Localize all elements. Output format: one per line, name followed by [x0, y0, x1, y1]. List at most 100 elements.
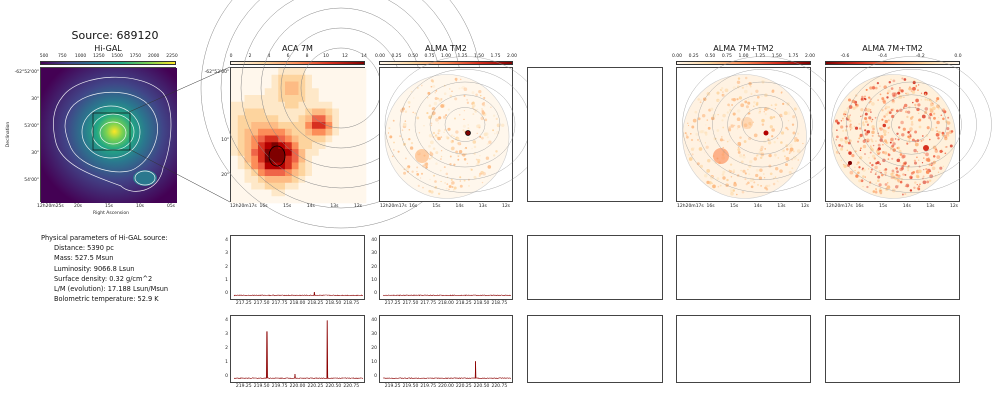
noise-speck: [918, 159, 920, 161]
noise-speck: [944, 152, 947, 155]
noise-speck: [726, 140, 729, 143]
aca-heatmap-cell: [278, 142, 286, 150]
noise-speck: [768, 132, 771, 135]
noise-speck: [777, 157, 780, 159]
aca-heatmap-cell: [264, 68, 272, 76]
noise-speck: [933, 112, 936, 115]
noise-speck: [769, 125, 773, 129]
colorbar-tick-label: 1.50: [473, 54, 485, 59]
noise-speck: [941, 131, 945, 135]
noise-speck: [429, 178, 431, 181]
aca-heatmap-cell: [278, 128, 286, 136]
tm2-map-panel: [379, 56, 546, 202]
noise-speck: [432, 131, 436, 135]
noise-speck: [434, 92, 436, 94]
noise-speck: [885, 141, 889, 145]
aca-heatmap-cell: [231, 169, 239, 177]
aca-heatmap-cell: [339, 162, 347, 170]
noise-speck: [853, 125, 856, 128]
noise-speck: [729, 170, 732, 173]
aca-heatmap-cell: [298, 162, 306, 170]
noise-speck: [464, 147, 466, 150]
colorbar-tick-label: 1.50: [771, 54, 782, 59]
noise-speck: [437, 122, 439, 124]
noise-speck: [736, 98, 739, 101]
noise-speck: [870, 171, 872, 173]
noise-speck: [496, 123, 501, 128]
noise-speck: [769, 172, 773, 176]
noise-speck: [904, 173, 907, 176]
aca-heatmap-cell: [264, 169, 272, 177]
noise-speck: [467, 137, 470, 140]
noise-speck: [459, 143, 462, 146]
spectrum-y-tick: 30: [371, 331, 377, 337]
noise-speck: [840, 125, 844, 129]
noise-speck: [774, 156, 777, 158]
aca-heatmap-cell: [285, 68, 293, 76]
noise-speck: [694, 110, 698, 114]
noise-speck: [481, 181, 484, 184]
aca-heatmap-cell: [237, 68, 245, 76]
spectrum-x-tick: 217.50: [253, 301, 270, 306]
aca-heatmap-cell: [244, 122, 252, 130]
noise-speck: [877, 179, 880, 182]
aca-heatmap-cell: [271, 142, 279, 150]
noise-speck: [786, 148, 789, 151]
noise-speck: [905, 92, 907, 95]
aca-heatmap-cell: [339, 88, 347, 96]
noise-speck: [481, 108, 483, 110]
noise-speck: [742, 169, 746, 173]
noise-speck: [897, 185, 900, 187]
noise-speck: [405, 167, 409, 171]
noise-speck: [883, 133, 887, 136]
spectrum-y-tick: 20: [371, 264, 377, 270]
aca-heatmap-cell: [231, 88, 239, 96]
noise-speck: [930, 127, 934, 132]
noise-speck: [448, 88, 451, 90]
noise-speck: [796, 138, 800, 142]
noise-speck: [858, 122, 861, 126]
noise-speck: [458, 87, 461, 90]
noise-speck: [875, 140, 877, 142]
contour: [429, 94, 501, 155]
aca-heatmap-cell: [258, 122, 266, 130]
noise-speck: [753, 157, 758, 161]
noise-speck: [438, 116, 442, 120]
noise-speck: [878, 170, 881, 172]
noise-speck: [430, 190, 434, 194]
noise-speck: [857, 171, 860, 175]
aca-heatmap-cell: [352, 189, 360, 197]
noise-speck: [392, 119, 395, 122]
noise-speck: [849, 114, 851, 116]
x-tick-label: 12s: [501, 204, 511, 209]
noise-speck: [758, 176, 763, 180]
noise-speck: [913, 148, 917, 153]
noise-speck: [871, 121, 873, 123]
aca-heatmap-cell: [359, 108, 367, 116]
noise-speck: [886, 182, 889, 184]
spectrum-x-tick: 220.75: [343, 384, 360, 389]
noise-speck: [891, 169, 895, 173]
noise-speck: [484, 118, 488, 122]
noise-speck: [452, 140, 454, 142]
aca-heatmap-cell: [264, 128, 272, 136]
noise-speck: [737, 150, 741, 154]
noise-speck: [712, 184, 716, 189]
aca-heatmap-cell: [345, 169, 353, 177]
noise-speck: [733, 182, 737, 187]
source-title: Source: 689120: [71, 29, 159, 42]
noise-speck: [906, 115, 909, 119]
aca-heatmap-cell: [312, 155, 320, 163]
noise-speck: [720, 87, 724, 90]
noise-speck: [475, 93, 478, 97]
aca-heatmap-cell: [332, 196, 340, 204]
noise-speck: [458, 150, 463, 154]
aca-heatmap-cell: [244, 162, 252, 170]
spectrum-x-tick: 218.25: [307, 301, 324, 306]
noise-speck: [932, 106, 936, 111]
noise-speck: [906, 184, 909, 188]
x-tick-label: 12s: [800, 204, 810, 209]
noise-speck: [466, 101, 470, 104]
aca-heatmap-cell: [359, 169, 367, 177]
noise-speck: [783, 111, 788, 116]
